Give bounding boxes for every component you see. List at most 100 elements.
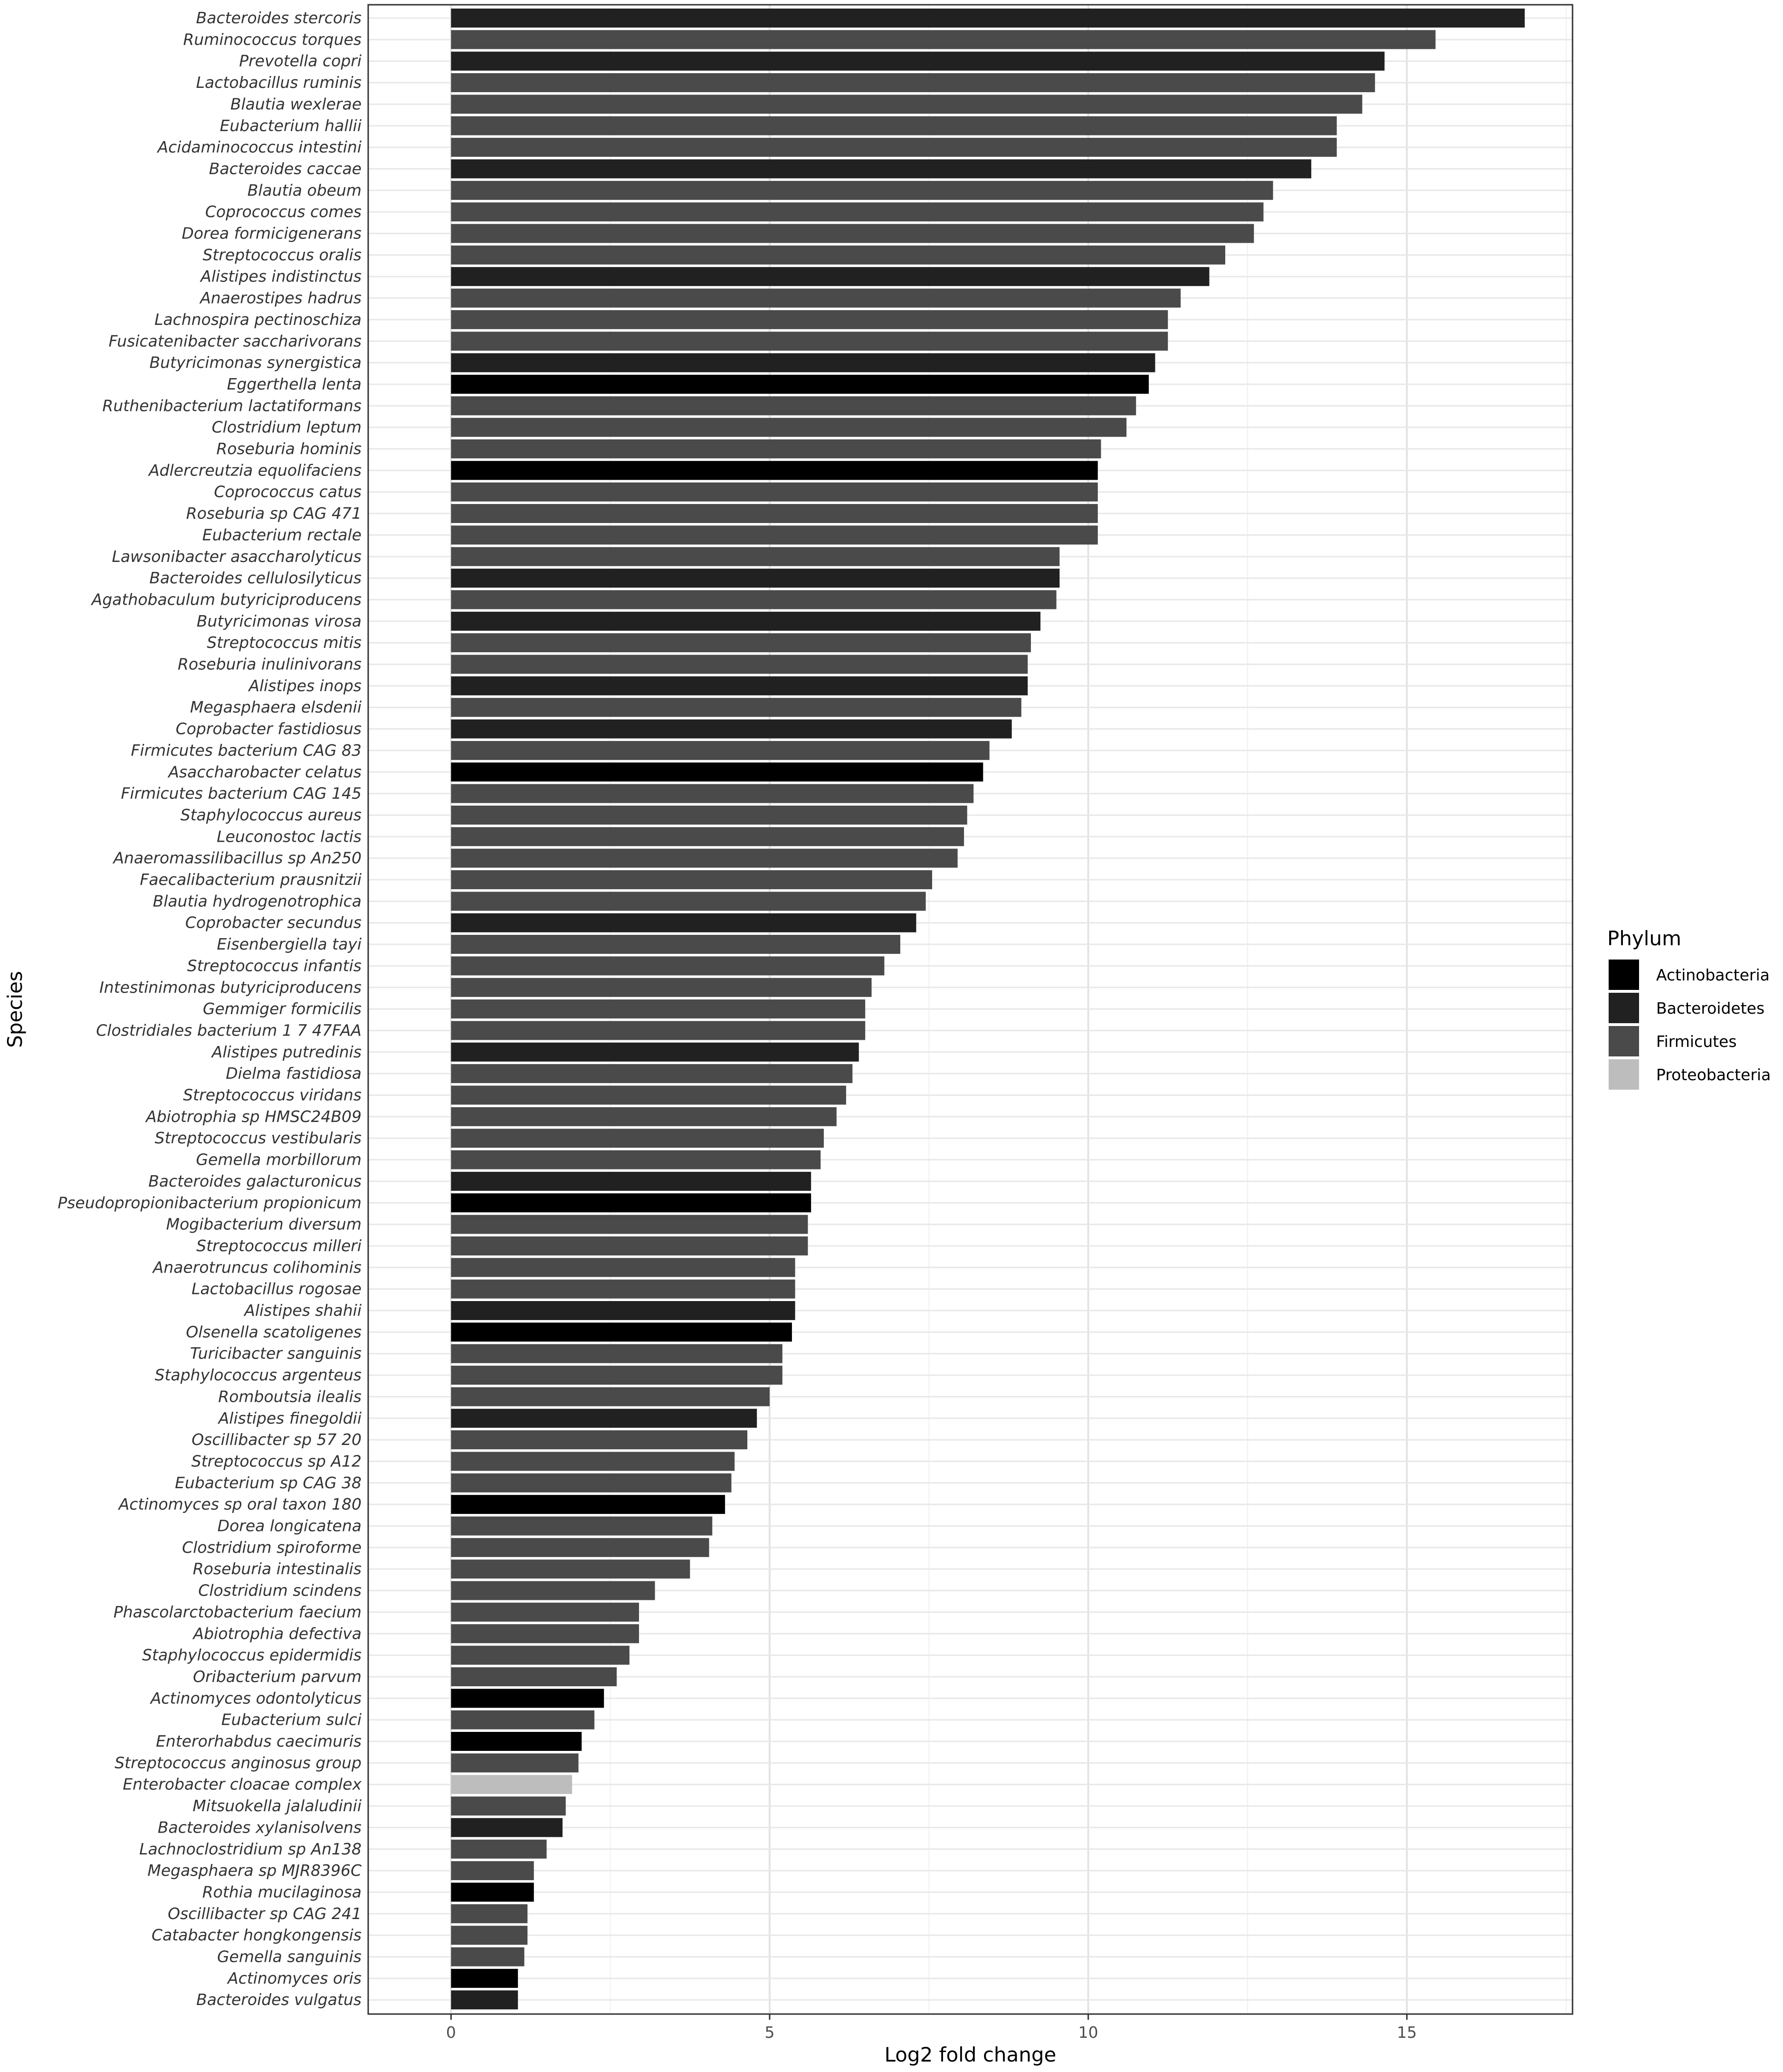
- bar: [451, 224, 1254, 243]
- species-label: Asaccharobacter celatus: [167, 762, 362, 781]
- species-label: Alistipes shahii: [243, 1301, 362, 1320]
- bar: [451, 1473, 732, 1492]
- species-label: Faecalibacterium prausnitzii: [140, 870, 362, 889]
- species-label: Streptococcus anginosus group: [114, 1753, 362, 1772]
- bar: [451, 698, 1021, 717]
- species-label: Abiotrophia defectiva: [192, 1624, 362, 1643]
- bar: [451, 1818, 563, 1837]
- bar: [451, 95, 1363, 114]
- species-label: Dielma fastidiosa: [226, 1064, 362, 1083]
- species-label: Dorea formicigenerans: [181, 224, 362, 243]
- bar: [451, 655, 1028, 674]
- species-label: Ruminococcus torques: [183, 30, 362, 48]
- bar: [451, 1689, 604, 1708]
- species-label: Rothia mucilaginosa: [202, 1882, 362, 1901]
- bar: [451, 892, 926, 911]
- species-label: Actinomyces odontolyticus: [150, 1689, 362, 1707]
- species-label: Dorea longicatena: [218, 1517, 362, 1535]
- species-label: Acidaminococcus intestini: [157, 138, 362, 156]
- bar: [451, 1947, 524, 1967]
- bar: [451, 978, 872, 997]
- bar: [451, 1430, 748, 1450]
- bar: [451, 1990, 518, 2010]
- species-label: Oscillibacter sp 57 20: [191, 1430, 362, 1449]
- bar: [451, 1408, 757, 1428]
- species-label: Prevotella copri: [239, 52, 362, 70]
- species-label: Streptococcus mitis: [207, 633, 362, 652]
- species-label: Gemella morbillorum: [196, 1150, 362, 1169]
- bar: [451, 870, 933, 889]
- species-label: Megasphaera elsdenii: [190, 698, 362, 716]
- species-label: Roseburia intestinalis: [193, 1559, 362, 1578]
- species-label: Actinomyces sp oral taxon 180: [118, 1495, 362, 1513]
- species-label: Streptococcus sp A12: [191, 1452, 362, 1470]
- species-label: Gemmiger formicilis: [203, 999, 362, 1018]
- species-label: Firmicutes bacterium CAG 145: [121, 784, 362, 803]
- species-label: Streptococcus milleri: [196, 1236, 362, 1255]
- bar: [451, 1322, 792, 1342]
- bar: [451, 676, 1028, 695]
- legend-entry-label: Actinobacteria: [1656, 966, 1770, 984]
- species-label: Agathobaculum butyriciproducens: [91, 590, 362, 608]
- species-label: Coprobacter secundus: [185, 913, 362, 932]
- species-label: Lactobacillus ruminis: [196, 73, 362, 92]
- legend: Phylum Actinobacteria Bacteroidetes Firmic…: [1607, 927, 1771, 1090]
- species-label: Firmicutes bacterium CAG 83: [131, 741, 362, 760]
- species-label: Roseburia sp CAG 471: [186, 504, 362, 523]
- bar: [451, 138, 1337, 157]
- bar: [451, 1753, 579, 1773]
- species-label: Megasphaera sp MJR8396C: [147, 1861, 362, 1880]
- x-tick-label: 5: [765, 2023, 775, 2042]
- bar: [451, 1301, 795, 1320]
- y-tick-labels: Bacteroides stercoris Ruminococcus torque…: [57, 9, 362, 2009]
- bar: [451, 719, 1012, 739]
- legend-swatch: [1609, 1059, 1639, 1090]
- bar: [451, 1624, 639, 1644]
- species-label: Enterobacter cloacae complex: [123, 1775, 362, 1794]
- species-label: Eubacterium sulci: [221, 1711, 362, 1729]
- species-label: Mitsuokella jalaludinii: [192, 1796, 362, 1815]
- bar: [451, 999, 866, 1019]
- bar: [451, 396, 1136, 416]
- species-label: Ruthenibacterium lactatiformans: [102, 396, 362, 415]
- bar: [451, 1085, 846, 1105]
- x-tick-label: 0: [446, 2023, 456, 2042]
- species-label: Actinomyces oris: [227, 1969, 362, 1987]
- bar: [451, 116, 1337, 135]
- bar: [451, 611, 1041, 631]
- bar: [451, 1064, 853, 1084]
- bar: [451, 1150, 821, 1169]
- species-label: Staphylococcus argenteus: [155, 1366, 362, 1384]
- species-label: Clostridium spiroforme: [182, 1538, 362, 1557]
- bar: [451, 1042, 859, 1062]
- species-label: Staphylococcus aureus: [181, 806, 362, 824]
- species-label: Alistipes inops: [248, 676, 362, 695]
- bar: [451, 1452, 735, 1471]
- bar: [451, 1193, 811, 1213]
- species-label: Bacteroides cellulosilyticus: [149, 569, 362, 587]
- x-tick-label: 15: [1397, 2023, 1417, 2042]
- species-label: Anaerostipes hadrus: [199, 289, 362, 307]
- species-label: Lachnoclostridium sp An138: [139, 1840, 362, 1858]
- bar: [451, 1495, 725, 1514]
- species-label: Streptococcus vestibularis: [155, 1129, 362, 1147]
- bar: [451, 159, 1312, 179]
- species-label: Streptococcus viridans: [183, 1086, 362, 1104]
- bar: [451, 1645, 629, 1665]
- bar: [451, 1796, 566, 1816]
- species-label: Enterorhabdus caecimuris: [156, 1732, 362, 1750]
- bar: [451, 1581, 655, 1600]
- bar: [451, 1710, 595, 1730]
- bar: [451, 1602, 639, 1622]
- bar: [451, 1129, 824, 1148]
- bar: [451, 245, 1226, 265]
- species-label: Streptococcus oralis: [202, 246, 362, 264]
- legend-swatch: [1609, 993, 1639, 1023]
- species-label: Clostridium leptum: [212, 418, 362, 437]
- species-label: Blautia wexlerae: [230, 95, 362, 113]
- bar: [451, 1861, 534, 1881]
- species-label: Leuconostoc lactis: [217, 827, 362, 846]
- bar: [451, 181, 1273, 200]
- bar: [451, 1516, 713, 1536]
